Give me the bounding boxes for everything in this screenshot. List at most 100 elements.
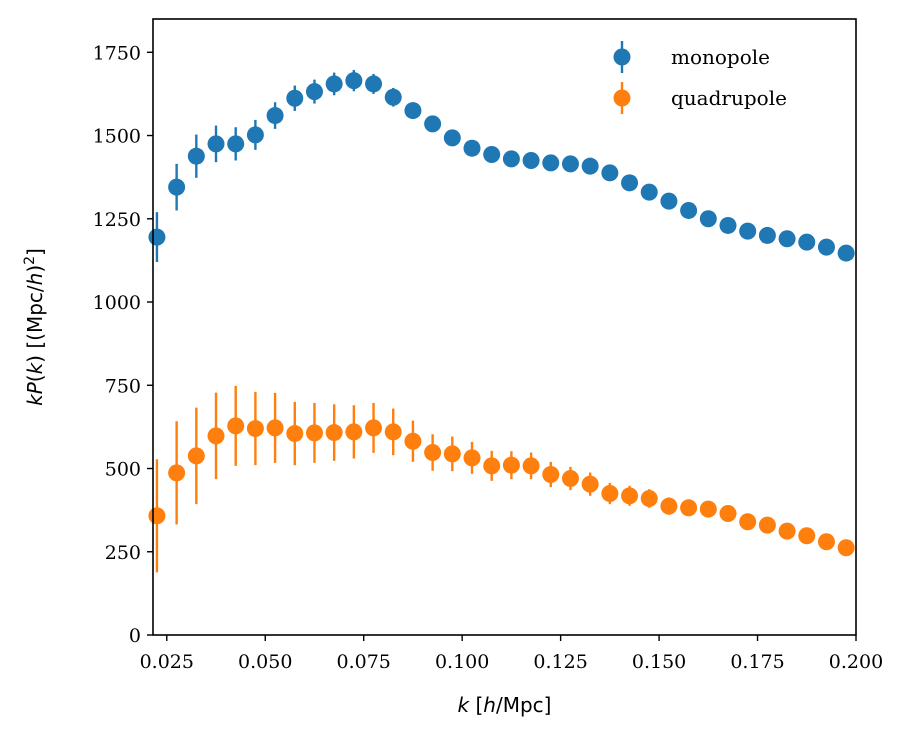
quadrupole-point bbox=[739, 513, 757, 531]
monopole-point bbox=[168, 178, 186, 196]
monopole-point bbox=[798, 233, 816, 251]
quadrupole-point bbox=[266, 419, 284, 437]
monopole-point bbox=[699, 210, 717, 228]
plot-frame bbox=[152, 18, 857, 636]
quadrupole-point bbox=[542, 466, 560, 484]
monopole-point bbox=[325, 75, 343, 93]
quadrupole-point bbox=[325, 424, 343, 442]
y-axis-label: kP(k) [(Mpc/h)2] bbox=[22, 248, 47, 406]
quadrupole-point bbox=[483, 457, 501, 475]
y-tick-label: 250 bbox=[105, 542, 141, 564]
x-tick-label: 0.125 bbox=[533, 651, 587, 673]
quadrupole-point bbox=[522, 457, 540, 475]
quadrupole-point bbox=[561, 470, 579, 488]
y-tick-label: 1000 bbox=[93, 292, 141, 314]
monopole-point bbox=[621, 174, 639, 192]
x-tick-label: 0.100 bbox=[435, 651, 489, 673]
legend-marker-quadrupole bbox=[613, 89, 631, 107]
monopole-point bbox=[187, 147, 205, 165]
y-axis-ticks: 0 250 500 750 1000 1250 1500 1750 bbox=[93, 42, 153, 647]
quadrupole-point bbox=[601, 484, 619, 502]
x-tick-label: 0.175 bbox=[730, 651, 784, 673]
monopole-point bbox=[404, 102, 422, 120]
quadrupole-point bbox=[463, 449, 481, 467]
monopole-point bbox=[502, 150, 520, 168]
monopole-point bbox=[581, 157, 599, 175]
quadrupole-point bbox=[187, 447, 205, 465]
y-tick-label: 750 bbox=[105, 375, 141, 397]
monopole-point bbox=[601, 164, 619, 182]
monopole-point bbox=[207, 135, 225, 153]
monopole-point bbox=[443, 129, 461, 147]
x-axis-label: k [h/Mpc] bbox=[458, 693, 552, 717]
monopole-point bbox=[463, 139, 481, 157]
monopole-point bbox=[305, 83, 323, 101]
quadrupole-point bbox=[699, 500, 717, 518]
monopole-point bbox=[286, 89, 304, 107]
legend-label-quadrupole: quadrupole bbox=[671, 86, 787, 110]
x-tick-label: 0.050 bbox=[238, 651, 292, 673]
quadrupole-point bbox=[345, 423, 363, 441]
monopole-point bbox=[227, 135, 245, 153]
monopole-point bbox=[837, 244, 855, 262]
quadrupole-point bbox=[680, 499, 698, 517]
monopole-point bbox=[542, 154, 560, 172]
legend-entry-monopole: monopole bbox=[613, 41, 770, 73]
quadrupole-point bbox=[758, 516, 776, 534]
monopole-point bbox=[483, 146, 501, 164]
quadrupole-point bbox=[798, 527, 816, 545]
quadrupole-point bbox=[443, 445, 461, 463]
monopole-point bbox=[817, 238, 835, 256]
monopole-point bbox=[365, 75, 383, 93]
quadrupole-point bbox=[581, 475, 599, 493]
quadrupole-point bbox=[365, 419, 383, 437]
quadrupole-point bbox=[621, 487, 639, 505]
plot-marks bbox=[148, 69, 855, 573]
monopole-point bbox=[148, 228, 166, 246]
quadrupole-point bbox=[246, 420, 264, 438]
monopole-point bbox=[680, 201, 698, 219]
x-axis-ticks: 0.025 0.050 0.075 0.100 0.125 0.150 0.175 0.200 bbox=[140, 635, 883, 673]
monopole-point bbox=[384, 88, 402, 106]
legend-entry-quadrupole: quadrupole bbox=[613, 82, 787, 114]
quadrupole-point bbox=[660, 497, 678, 515]
monopole-point bbox=[640, 183, 658, 201]
monopole-point bbox=[522, 152, 540, 170]
quadrupole-point bbox=[148, 507, 166, 525]
quadrupole-point bbox=[837, 539, 855, 557]
legend-label-monopole: monopole bbox=[671, 45, 770, 69]
y-tick-label: 1500 bbox=[93, 126, 141, 148]
quadrupole-point bbox=[168, 464, 186, 482]
legend-marker-monopole bbox=[613, 48, 631, 66]
monopole-point bbox=[660, 192, 678, 210]
monopole-point bbox=[739, 222, 757, 240]
quadrupole-point bbox=[817, 533, 835, 551]
quadrupole-point bbox=[207, 427, 225, 445]
quadrupole-point bbox=[286, 425, 304, 443]
series-quadrupole bbox=[148, 385, 855, 573]
monopole-point bbox=[778, 230, 796, 248]
y-tick-label: 500 bbox=[105, 459, 141, 481]
monopole-point bbox=[424, 115, 442, 133]
quadrupole-point bbox=[778, 522, 796, 540]
legend: monopole quadrupole bbox=[613, 41, 787, 114]
quadrupole-point bbox=[502, 456, 520, 474]
y-tick-label: 1250 bbox=[93, 209, 141, 231]
y-tick-label: 0 bbox=[129, 625, 141, 647]
quadrupole-point bbox=[424, 444, 442, 462]
monopole-point bbox=[758, 226, 776, 244]
x-tick-label: 0.200 bbox=[829, 651, 883, 673]
quadrupole-point bbox=[305, 424, 323, 442]
y-tick-label: 1750 bbox=[93, 42, 141, 64]
monopole-point bbox=[719, 216, 737, 234]
quadrupole-point bbox=[227, 417, 245, 435]
x-tick-label: 0.075 bbox=[336, 651, 390, 673]
x-tick-label: 0.025 bbox=[140, 651, 194, 673]
quadrupole-point bbox=[384, 423, 402, 441]
quadrupole-point bbox=[404, 432, 422, 450]
quadrupole-point bbox=[719, 504, 737, 522]
x-tick-label: 0.150 bbox=[632, 651, 686, 673]
monopole-point bbox=[246, 126, 264, 144]
monopole-point bbox=[561, 155, 579, 173]
